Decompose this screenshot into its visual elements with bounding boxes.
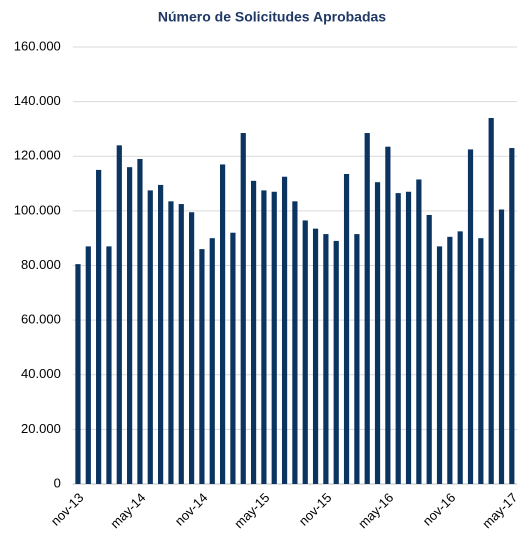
bar — [395, 193, 401, 484]
x-tick-label: nov-14 — [172, 490, 211, 529]
bar — [250, 180, 257, 485]
bar — [354, 234, 360, 484]
bar — [478, 238, 484, 484]
y-tick-label: 100.000 — [14, 202, 61, 217]
bar — [333, 240, 339, 484]
bar — [158, 184, 164, 484]
x-tick-label: may-16 — [355, 490, 396, 531]
y-tick-label: 60.000 — [21, 312, 61, 327]
y-tick-label: 120.000 — [14, 148, 61, 163]
x-tick-label: may-15 — [231, 490, 272, 531]
bar — [281, 176, 288, 484]
bar — [364, 133, 370, 485]
y-tick-label: 80.000 — [21, 257, 61, 272]
x-tick-label: may-14 — [107, 490, 148, 531]
bar — [405, 191, 412, 484]
bar — [509, 148, 515, 484]
bar — [240, 133, 246, 485]
bar — [447, 236, 453, 484]
y-tick-label: 160.000 — [14, 38, 61, 53]
bar — [116, 145, 122, 484]
bar — [137, 158, 143, 484]
bar — [85, 246, 91, 484]
bar — [323, 234, 329, 484]
bar — [271, 191, 277, 484]
bar — [416, 179, 422, 484]
bar — [261, 190, 267, 484]
y-tick-label: 0 — [54, 475, 61, 490]
bar — [292, 201, 298, 485]
x-tick-label: nov-13 — [48, 490, 87, 529]
chart-title: Número de Solicitudes Aprobadas — [158, 9, 386, 25]
bar — [168, 201, 174, 485]
bar — [219, 164, 226, 484]
bar — [230, 232, 236, 484]
bar — [426, 214, 432, 485]
bar — [457, 231, 463, 484]
bar — [312, 228, 319, 484]
bar — [178, 204, 184, 484]
bar — [106, 246, 112, 484]
bar — [75, 264, 81, 484]
bar — [209, 238, 215, 484]
bar — [96, 169, 102, 484]
bar — [302, 220, 308, 484]
bar — [385, 146, 391, 485]
bar — [147, 190, 153, 484]
bar — [127, 167, 133, 485]
bar — [467, 149, 474, 484]
bar — [374, 182, 381, 484]
bar — [199, 249, 205, 484]
bar — [343, 174, 350, 485]
x-tick-label: may-17 — [479, 490, 517, 531]
bar — [188, 212, 195, 484]
x-tick-label: nov-15 — [296, 490, 335, 529]
y-tick-label: 40.000 — [21, 366, 61, 381]
bar — [436, 246, 443, 484]
bar — [488, 118, 494, 484]
bar — [498, 209, 505, 484]
y-tick-label: 140.000 — [14, 93, 61, 108]
x-tick-label: nov-16 — [420, 490, 459, 529]
y-tick-label: 20.000 — [21, 421, 61, 436]
